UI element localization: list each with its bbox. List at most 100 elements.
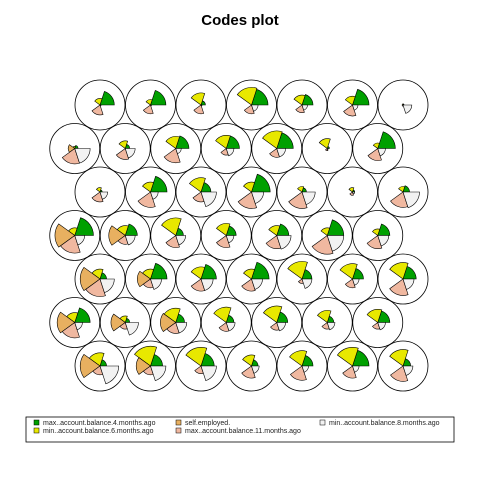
fan-segment [251, 191, 264, 204]
fan-segment [366, 309, 383, 323]
fan-segment [377, 223, 391, 236]
legend-swatch [33, 419, 40, 426]
som-unit [251, 297, 303, 348]
som-unit [125, 166, 176, 218]
fan-segment [200, 104, 203, 107]
som-unit [276, 166, 328, 218]
fan-segment [216, 235, 231, 248]
fan-segment [216, 223, 231, 236]
fan-segment [213, 306, 232, 323]
fan-segment [237, 191, 257, 209]
fan-segment [74, 322, 83, 331]
fan-segment [352, 191, 356, 195]
fan-segment [251, 104, 259, 112]
som-unit [74, 79, 126, 131]
som-unit [200, 210, 252, 261]
fan-segment [225, 322, 236, 332]
fan-segment [372, 142, 380, 149]
fan-segment [343, 104, 357, 117]
fan-segment [276, 235, 292, 250]
som-unit [276, 253, 328, 305]
fan-segment [352, 88, 370, 106]
fan-segment [99, 91, 115, 106]
fan-segment [110, 313, 126, 332]
legend-swatch [175, 427, 182, 434]
fan-segment [288, 191, 308, 209]
fan-segment [94, 98, 103, 106]
som-unit [74, 253, 126, 305]
legend-label: max..account.balance.4.months.ago [43, 420, 156, 427]
som-unit [276, 340, 328, 392]
fan-segment [262, 130, 283, 149]
som-unit [377, 340, 429, 392]
som-unit [352, 210, 404, 261]
som-unit [200, 123, 252, 174]
fan-segment [99, 278, 115, 293]
fan-segment [96, 187, 102, 193]
som-unit [99, 123, 151, 174]
fan-segment [74, 307, 91, 323]
fan-segment [242, 354, 256, 367]
fan-segment [293, 94, 306, 106]
fan-segment [124, 235, 136, 246]
som-units [49, 79, 429, 392]
fan-segment [165, 235, 180, 248]
fan-segment [85, 278, 106, 297]
som-unit [301, 210, 353, 261]
fan-segment [79, 353, 101, 379]
legend: max..account.balance.4.months.agomin..ac… [25, 416, 455, 443]
som-unit [74, 340, 126, 392]
fan-segment [74, 217, 94, 236]
som-unit [49, 297, 101, 348]
fan-segment [241, 278, 256, 292]
fan-segment [389, 278, 409, 296]
legend-swatch [33, 427, 40, 434]
fan-segment [377, 235, 390, 247]
fan-segment [390, 365, 409, 382]
fan-segment [150, 278, 162, 290]
fan-segment [225, 235, 235, 244]
fan-segment [79, 266, 101, 292]
fan-segment [115, 148, 130, 160]
fan-segment [91, 191, 104, 203]
fan-segment [74, 235, 85, 246]
fan-segment [402, 365, 414, 376]
fan-segment [301, 191, 316, 205]
som-unit [200, 297, 252, 348]
fan-segment [402, 278, 415, 290]
som-unit [226, 340, 277, 392]
fan-segment [366, 235, 383, 249]
fan-segment [124, 322, 139, 336]
fan-segment [290, 365, 307, 381]
legend-label: min..account.balance.6.months.ago [43, 428, 154, 435]
fan-segment [99, 191, 109, 200]
fan-segment [352, 104, 359, 111]
fan-segment [348, 187, 355, 193]
fan-segment [301, 278, 313, 289]
som-unit [251, 210, 303, 261]
fan-segment [251, 278, 263, 290]
som-unit [327, 340, 378, 392]
fan-segment [137, 191, 156, 208]
fan-segment [367, 148, 382, 161]
fan-segment [243, 268, 255, 280]
fan-segment [251, 365, 260, 374]
fan-segment [389, 349, 409, 367]
fan-segment [389, 262, 409, 280]
fan-segment [150, 89, 167, 106]
fan-segment [339, 263, 358, 280]
legend-label: min..account.balance.8.months.ago [329, 420, 440, 427]
fan-segment [326, 235, 345, 252]
fan-segment [326, 148, 329, 150]
som-unit [301, 123, 353, 174]
som-unit [327, 166, 378, 218]
fan-segment [377, 148, 386, 157]
som-unit [125, 253, 176, 305]
fan-segment [318, 138, 331, 149]
som-unit [352, 123, 404, 174]
fan-segment [352, 278, 360, 286]
som-unit [276, 79, 328, 131]
fan-segment [185, 347, 208, 367]
fan-segment [99, 365, 120, 385]
som-unit [175, 253, 227, 305]
